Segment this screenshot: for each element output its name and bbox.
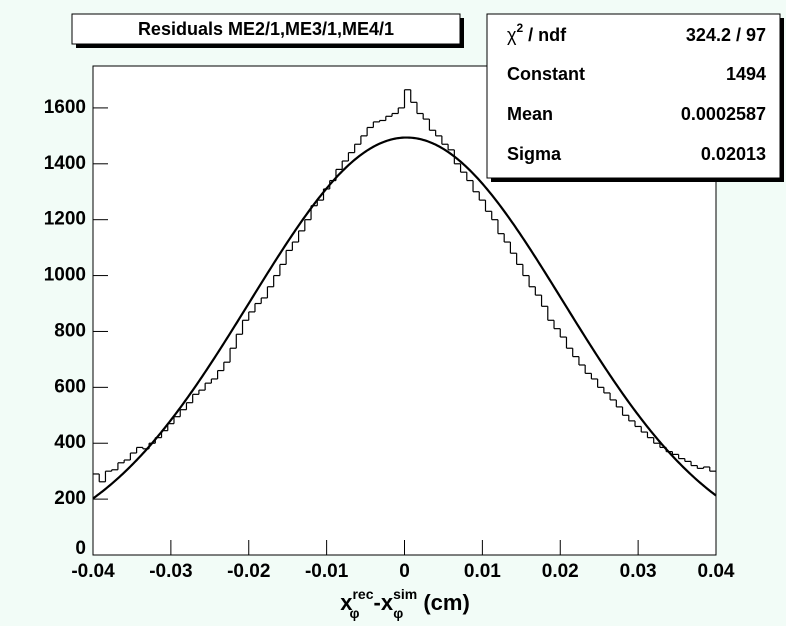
- x-tick-label: 0.04: [698, 561, 735, 582]
- y-tick-label: 1000: [44, 265, 86, 286]
- y-tick-label: 600: [54, 376, 86, 397]
- stats-box: [486, 13, 781, 179]
- y-tick-label: 800: [54, 320, 86, 341]
- x-tick-label: -0.03: [149, 561, 192, 582]
- x-label-part: -x: [374, 590, 394, 615]
- x-tick-label: 0: [399, 561, 410, 582]
- y-tick-label: 1400: [44, 153, 86, 174]
- x-label-part: x: [340, 590, 353, 615]
- y-tick-label: 1600: [44, 97, 86, 118]
- x-tick-label: -0.02: [227, 561, 270, 582]
- x-tick-label: 0.03: [620, 561, 657, 582]
- stats-value: 1494: [726, 64, 766, 84]
- x-axis-label: xrec φ -xsim φ (cm): [340, 586, 470, 621]
- x-label-part: rec: [352, 586, 373, 602]
- y-tick-label: 400: [54, 432, 86, 453]
- x-label-part: φ: [393, 605, 403, 621]
- stats-label-part: 2: [516, 21, 523, 35]
- stats-value: 0.02013: [701, 144, 766, 164]
- stats-label: χ2 / ndf: [507, 21, 567, 45]
- x-tick-label: 0.02: [542, 561, 579, 582]
- chart-title: Residuals ME2/1,ME3/1,ME4/1: [138, 19, 394, 39]
- title-box: [71, 13, 461, 45]
- x-label-part: (cm): [417, 590, 470, 615]
- stats-value: 0.0002587: [681, 104, 766, 124]
- stats-label-part: χ: [507, 25, 517, 45]
- stats-label: Sigma: [507, 144, 562, 164]
- fit-curve: [92, 136, 717, 500]
- x-tick-label: -0.01: [305, 561, 349, 582]
- y-tick-label: 1200: [44, 209, 86, 230]
- x-tick-label: -0.04: [71, 561, 115, 582]
- x-tick-label: 0.01: [464, 561, 501, 582]
- stats-value: 324.2 / 97: [686, 25, 766, 45]
- stats-label: Constant: [507, 64, 585, 84]
- x-label-part: φ: [350, 605, 360, 621]
- stats-label-part: / ndf: [523, 25, 567, 45]
- x-label-part: sim: [393, 586, 417, 602]
- stats-label: Mean: [507, 104, 553, 124]
- y-tick-label: 0: [75, 538, 86, 559]
- plot-area: [92, 89, 717, 500]
- y-tick-label: 200: [54, 488, 86, 509]
